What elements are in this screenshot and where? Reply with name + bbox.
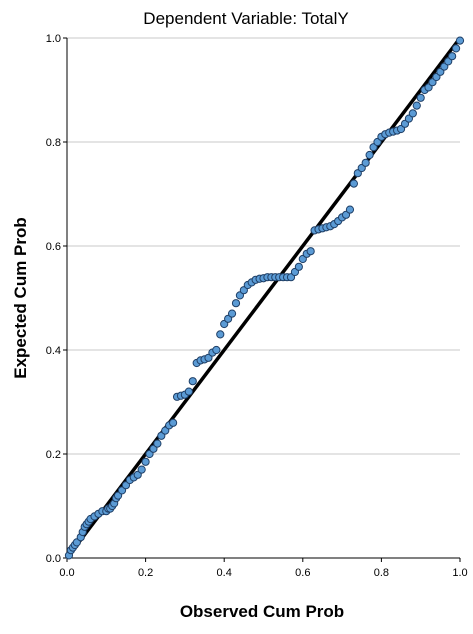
data-point-96 [412,101,421,110]
x-tick-label-5: 1.0 [452,567,467,579]
data-point-106 [451,44,461,53]
data-point-49 [227,309,237,318]
grid-lines [67,37,460,455]
data-points [64,36,465,560]
y-tick-label-1: 0.2 [46,449,61,461]
data-point-80 [349,179,358,188]
y-tick-label-0: 0.0 [46,553,61,565]
data-point-79 [345,205,355,214]
x-tick-label-2: 0.4 [217,567,232,579]
data-point-95 [408,109,417,118]
y-axis-title: Expected Cum Prob [11,217,30,379]
data-point-66 [294,262,303,271]
x-tick-label-0: 0.0 [59,567,74,579]
data-point-107 [455,36,465,45]
data-point-27 [141,457,150,466]
data-point-50 [231,299,241,308]
data-point-39 [188,377,197,386]
reference-line [65,36,462,560]
data-point-30 [153,439,162,448]
chart-title: Dependent Variable: TotalY [143,9,348,28]
x-axis-title: Observed Cum Prob [180,602,344,621]
data-point-97 [416,93,425,102]
y-tick-label-2: 0.4 [46,345,61,357]
y-tick-label-4: 0.8 [46,137,61,149]
data-point-84 [365,150,374,160]
data-point-83 [361,158,370,167]
x-tick-label-1: 0.2 [138,567,153,579]
data-point-38 [184,387,193,396]
data-point-26 [137,465,146,474]
data-point-69 [306,247,315,256]
y-tick-label-3: 0.6 [46,241,61,253]
reference-line-layer [65,36,462,560]
y-tick-label-5: 1.0 [46,33,61,45]
x-tick-label-4: 0.8 [374,567,389,579]
tick-labels: 0.0 0.2 0.4 0.6 0.8 1.0 0.0 0.2 0.4 0.6 0.8 1.0 [46,33,468,579]
data-point-45 [212,345,221,355]
axes [66,38,460,559]
data-point-105 [448,52,457,61]
data-point-46 [216,330,225,339]
data-point-34 [169,418,178,427]
x-tick-label-3: 0.6 [295,567,310,579]
